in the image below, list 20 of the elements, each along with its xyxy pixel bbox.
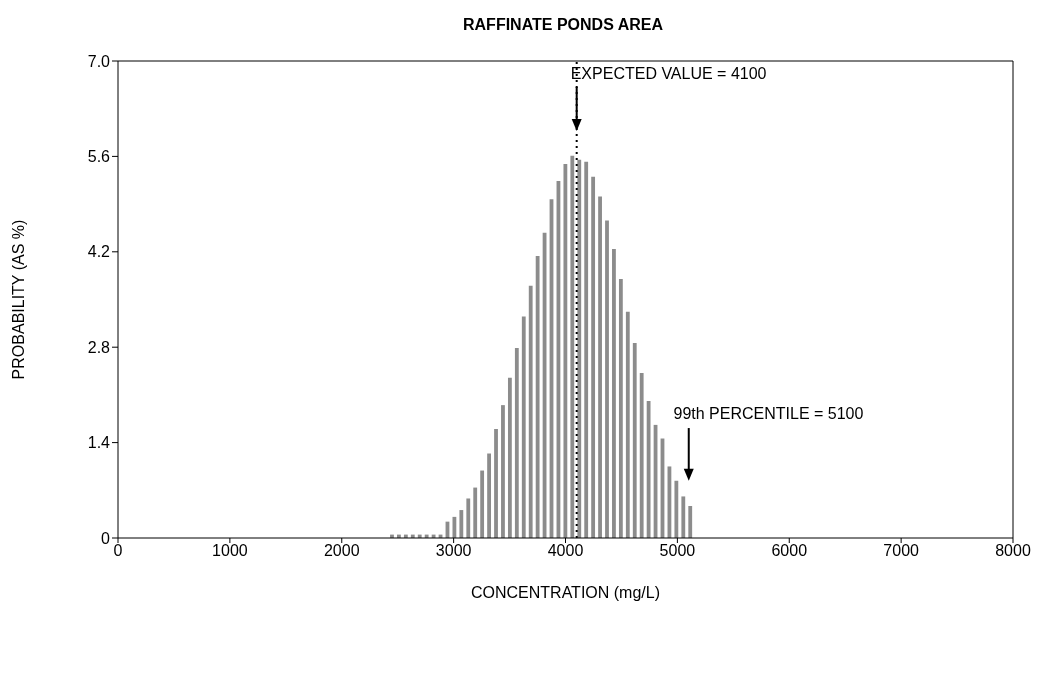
annotation: 99th PERCENTILE = 5100 [673,404,864,422]
y-tick-label: 2.8 [87,338,111,356]
y-axis-title: PROBABILITY (AS %) [9,219,27,380]
chart-title: RAFFINATE PONDS AREA [463,16,664,33]
y-tick-label: 4.2 [87,243,111,261]
y-tick-label: 5.6 [87,148,111,166]
x-tick-label: 1000 [212,542,248,560]
x-tick-label: 7000 [883,542,920,560]
x-tick-label: 4000 [547,542,584,560]
x-tick-label: 5000 [659,542,696,560]
ref-line-label: EXPECTED VALUE = 4100 [570,65,767,82]
y-tick-label: 1.4 [87,434,111,452]
x-tick-label: 6000 [771,542,808,560]
y-tick-label: 0 [101,529,111,547]
x-tick-label: 2000 [323,542,360,560]
x-tick-label: 3000 [435,542,472,560]
x-tick-label: 0 [113,542,123,560]
y-tick-label: 7.0 [87,52,111,70]
x-axis-title: CONCENTRATION (mg/L) [470,584,661,601]
x-tick-label: 8000 [995,542,1031,560]
